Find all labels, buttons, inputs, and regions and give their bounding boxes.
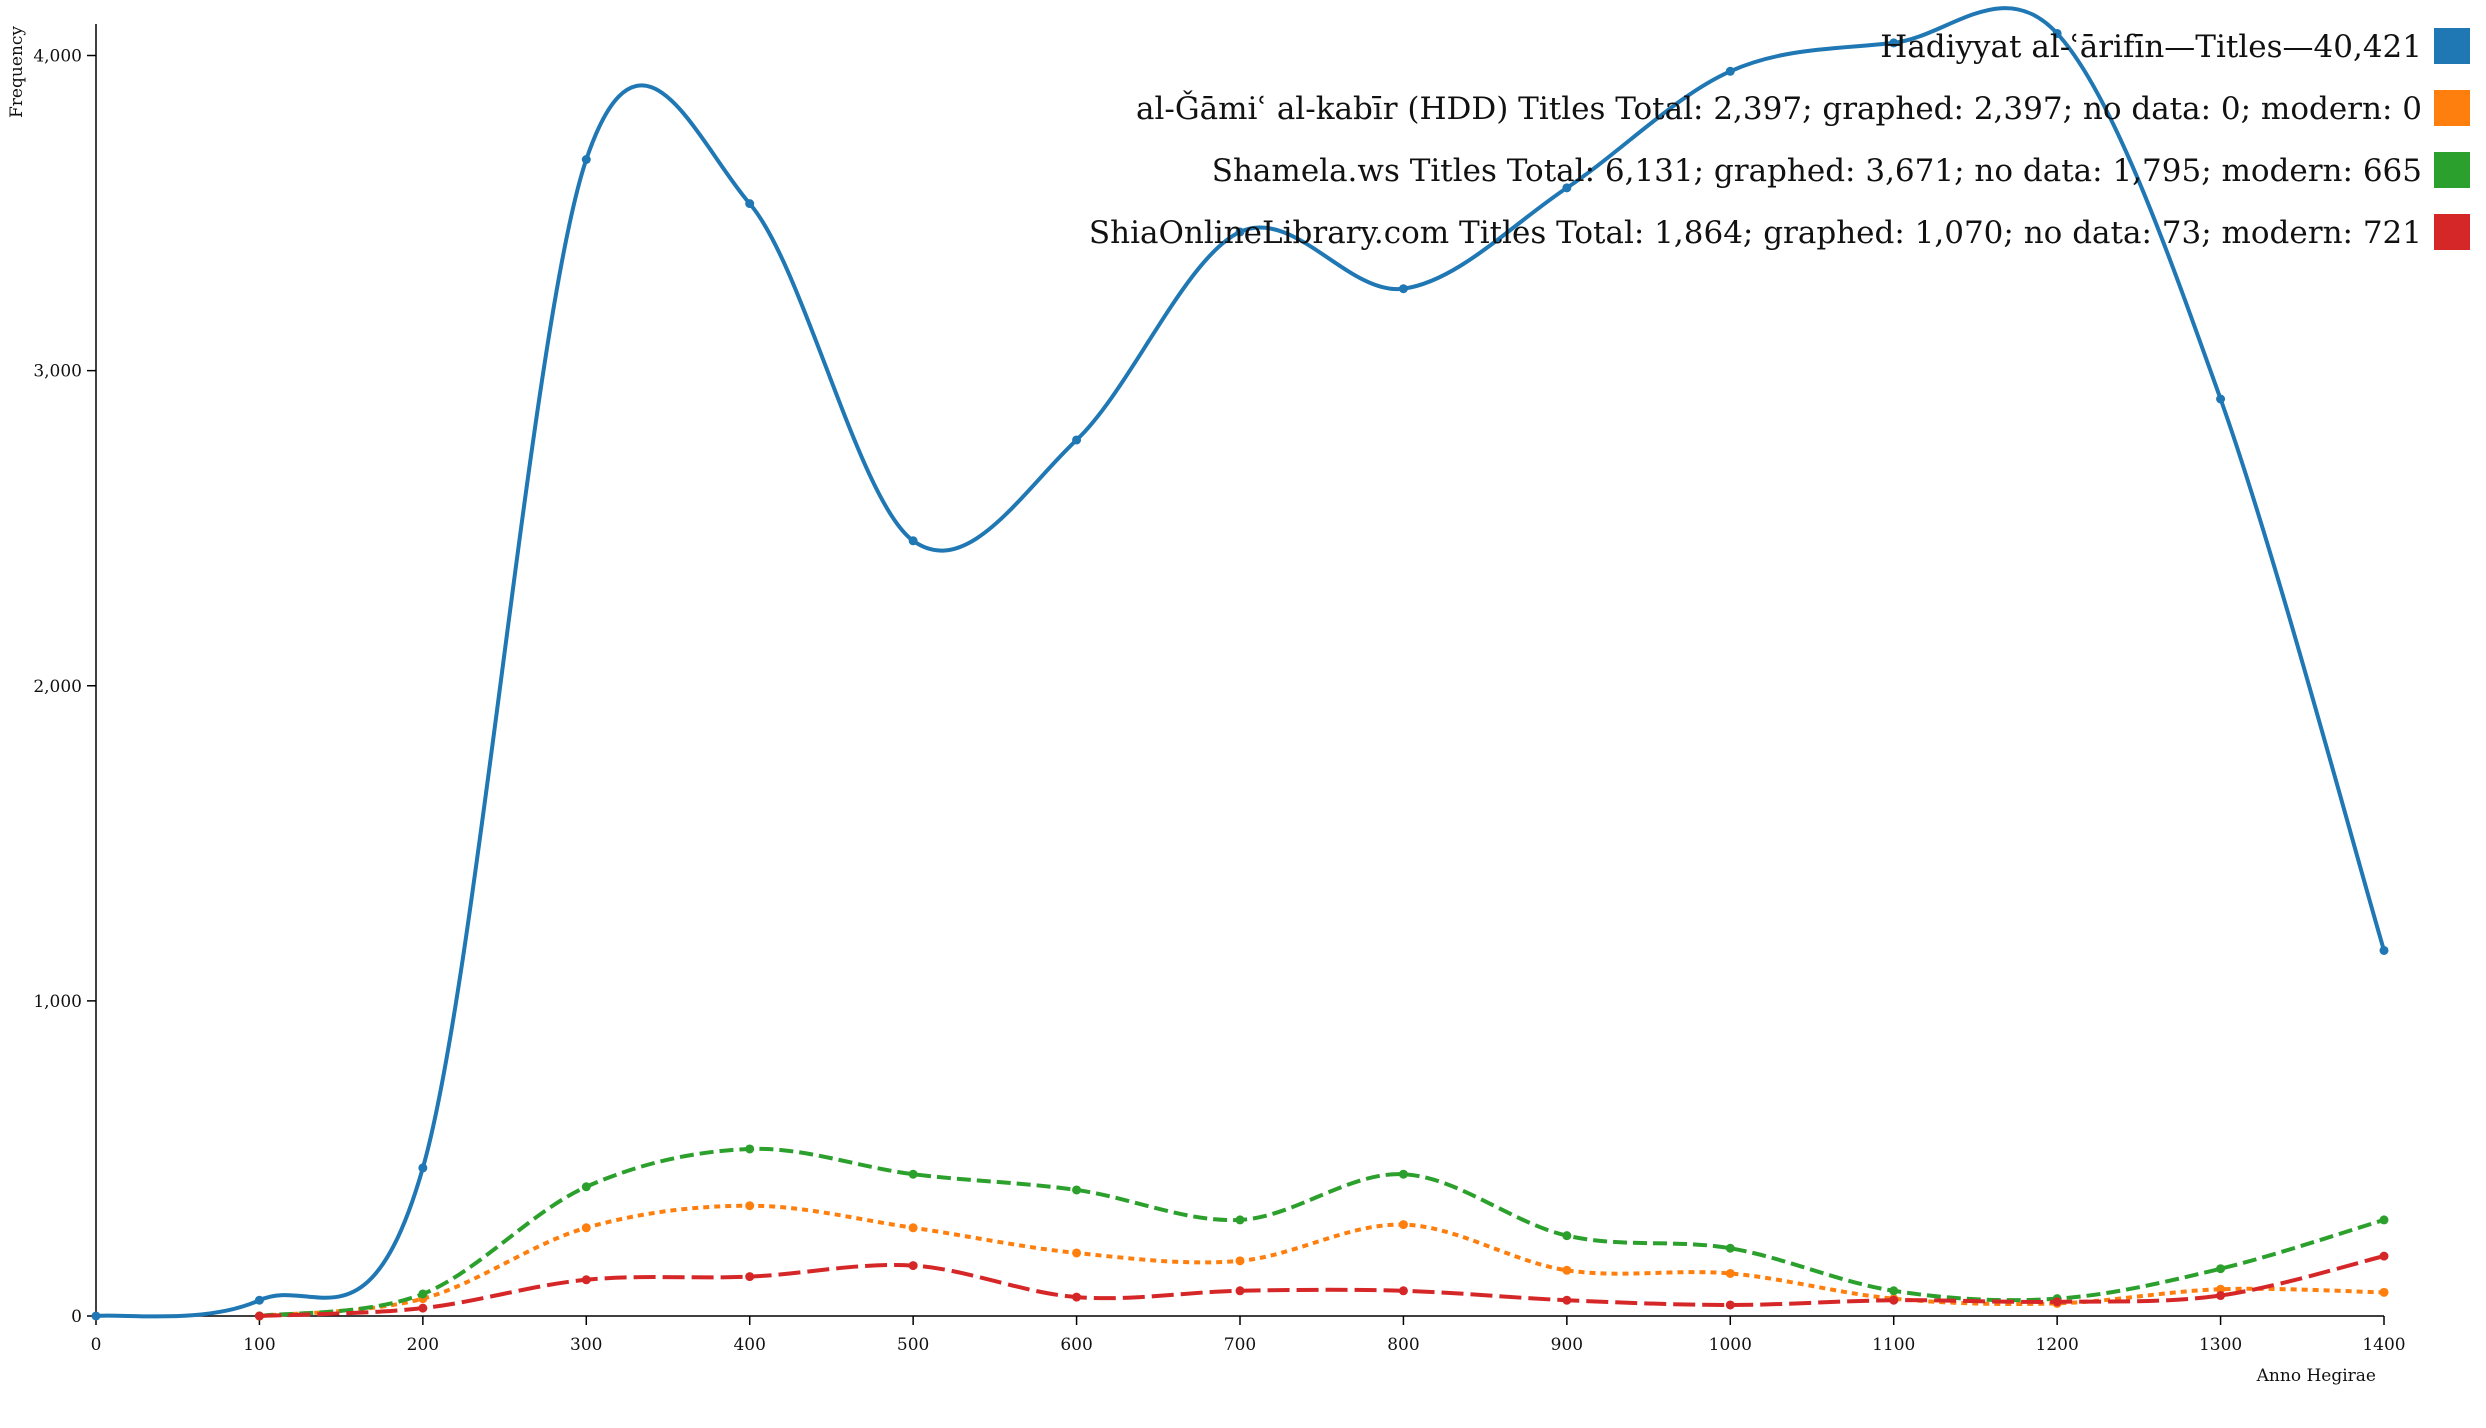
data-point	[1235, 227, 1245, 237]
data-point	[1235, 1215, 1245, 1225]
data-point	[908, 1223, 918, 1233]
data-point	[1235, 1286, 1245, 1296]
legend-label: al-Ǧāmiʿ al-kabīr (HDD) Titles Total: 2,…	[1136, 89, 2422, 127]
x-tick-label: 600	[1060, 1335, 1092, 1355]
legend: Hadiyyat al-ʿārifīn—Titles—40,421 al-Ǧāmi…	[1089, 28, 2470, 251]
y-tick-label: 4,000	[33, 47, 82, 67]
legend-label: ShiaOnlineLibrary.com Titles Total: 1,86…	[1089, 215, 2422, 251]
legend-item: al-Ǧāmiʿ al-kabīr (HDD) Titles Total: 2,…	[1136, 89, 2470, 127]
data-point	[1398, 1220, 1408, 1230]
x-tick-label: 1100	[1872, 1335, 1915, 1355]
data-point	[418, 1289, 428, 1299]
data-point	[581, 155, 591, 165]
data-point	[1889, 1295, 1899, 1305]
series-line	[259, 1203, 2385, 1318]
x-tick-label: 1000	[1709, 1335, 1752, 1355]
data-point	[2052, 1297, 2062, 1307]
x-tick-label: 0	[91, 1335, 102, 1355]
data-point	[1725, 1243, 1735, 1253]
data-point	[254, 1295, 264, 1305]
data-point	[908, 536, 918, 546]
data-point	[1398, 1286, 1408, 1296]
data-point	[2379, 1251, 2389, 1261]
data-point	[2379, 945, 2389, 955]
data-point	[1072, 1292, 1082, 1302]
data-point	[1072, 435, 1082, 445]
x-tick-label: 700	[1224, 1335, 1256, 1355]
legend-item: Shamela.ws Titles Total: 6,131; graphed:…	[1212, 152, 2470, 189]
legend-label: Hadiyyat al-ʿārifīn—Titles—40,421	[1880, 29, 2422, 65]
y-axis: 0 1,000 2,000 3,000 4,000	[33, 24, 97, 1327]
x-tick-label: 800	[1387, 1335, 1419, 1355]
data-point	[2379, 1215, 2389, 1225]
data-point	[1889, 38, 1899, 48]
data-point	[908, 1169, 918, 1179]
x-axis-title: Anno Hegirae	[2256, 1366, 2376, 1386]
data-point	[2216, 1291, 2226, 1301]
data-point	[581, 1182, 591, 1192]
data-point	[1562, 183, 1572, 193]
data-point	[1072, 1185, 1082, 1195]
x-axis: 0 100 200 300 400 500 600 700 800 900 1000 1100 1200…	[91, 1315, 2406, 1355]
legend-item: Hadiyyat al-ʿārifīn—Titles—40,421	[1880, 28, 2470, 65]
series-line	[259, 1254, 2385, 1318]
data-point	[2216, 1264, 2226, 1274]
data-point	[1398, 284, 1408, 294]
series-0	[91, 6, 2389, 1321]
data-point	[745, 1272, 755, 1282]
data-point	[418, 1163, 428, 1173]
data-point	[2052, 28, 2062, 38]
series-3	[254, 1251, 2389, 1321]
data-point	[2216, 1284, 2226, 1294]
data-point	[1072, 1248, 1082, 1258]
data-point	[1725, 66, 1735, 76]
x-tick-label: 500	[897, 1335, 929, 1355]
series-line	[259, 1146, 2385, 1318]
data-point	[581, 1275, 591, 1285]
legend-swatch	[2434, 90, 2470, 126]
y-tick-label: 3,000	[33, 362, 82, 382]
x-tick-label: 1200	[2036, 1335, 2079, 1355]
data-point	[2379, 1287, 2389, 1297]
legend-swatch	[2434, 214, 2470, 250]
y-tick-label: 0	[71, 1307, 82, 1327]
y-axis-title: Frequency	[7, 26, 27, 118]
data-point	[254, 1311, 264, 1321]
data-point	[745, 1144, 755, 1154]
x-tick-label: 1300	[2199, 1335, 2242, 1355]
data-point	[2216, 394, 2226, 404]
x-tick-label: 900	[1551, 1335, 1583, 1355]
y-tick-label: 1,000	[33, 992, 82, 1012]
legend-label: Shamela.ws Titles Total: 6,131; graphed:…	[1212, 153, 2422, 189]
legend-swatch	[2434, 152, 2470, 188]
series-2	[254, 1144, 2389, 1321]
data-point	[908, 1261, 918, 1271]
series-line	[95, 6, 2386, 1319]
data-point	[745, 199, 755, 209]
y-tick-label: 2,000	[33, 677, 82, 697]
x-tick-label: 400	[733, 1335, 765, 1355]
data-point	[1235, 1256, 1245, 1266]
data-point	[1562, 1265, 1572, 1275]
data-point	[581, 1223, 591, 1233]
x-tick-label: 300	[570, 1335, 602, 1355]
x-tick-label: 1400	[2362, 1335, 2405, 1355]
data-point	[1889, 1286, 1899, 1296]
x-tick-label: 200	[407, 1335, 439, 1355]
data-point	[1562, 1231, 1572, 1241]
series-layer	[91, 6, 2389, 1321]
data-point	[1725, 1300, 1735, 1310]
data-point	[91, 1311, 101, 1321]
data-point	[1562, 1295, 1572, 1305]
legend-item: ShiaOnlineLibrary.com Titles Total: 1,86…	[1089, 214, 2470, 251]
x-tick-label: 100	[243, 1335, 275, 1355]
data-point	[745, 1201, 755, 1211]
legend-swatch	[2434, 28, 2470, 64]
data-point	[418, 1303, 428, 1313]
data-point	[1725, 1268, 1735, 1278]
data-point	[1398, 1169, 1408, 1179]
